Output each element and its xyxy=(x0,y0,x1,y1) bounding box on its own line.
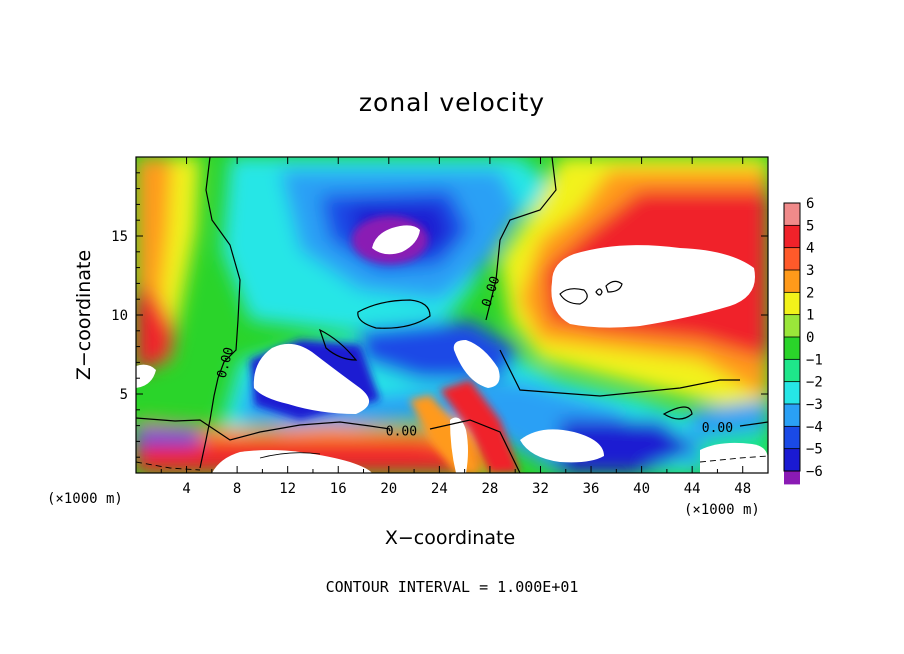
x-tick-label: 16 xyxy=(330,481,347,497)
x-axis-label: X−coordinate xyxy=(384,527,516,549)
colorbar-label: −1 xyxy=(806,352,823,368)
colorbar-label: −2 xyxy=(806,375,823,391)
colorbar-label: 3 xyxy=(806,263,814,279)
colorbar-swatch xyxy=(784,381,800,404)
colorbar-swatch xyxy=(784,337,800,360)
colorbar-swatch xyxy=(784,203,800,226)
x-tick-label: 40 xyxy=(633,481,650,497)
colorbar-swatch xyxy=(784,225,800,248)
colorbar-swatch xyxy=(784,314,800,337)
x-tick-label: 48 xyxy=(734,481,751,497)
x-axis: 4 8 12 16 20 24 28 32 36 40 44 48 xyxy=(160,157,751,497)
x-tick-label: 8 xyxy=(233,481,241,497)
colorbar-label: 4 xyxy=(806,241,814,257)
colorbar-label: 5 xyxy=(806,218,814,234)
colorbar-label: −3 xyxy=(806,397,823,413)
contour-label: 0.00 xyxy=(702,421,733,436)
colorbar-swatch xyxy=(784,426,800,449)
colorbar-label: 1 xyxy=(806,308,814,324)
contour-label: 0.00 xyxy=(386,424,417,439)
x-tick-label: 24 xyxy=(431,481,448,497)
colorbar-swatch xyxy=(784,292,800,315)
y-axis: 5 10 15 xyxy=(111,172,768,458)
contour-lines xyxy=(136,157,768,473)
colorbar-swatch xyxy=(784,471,800,485)
colorbar-swatch xyxy=(784,404,800,427)
colorbar-label: 6 xyxy=(806,196,814,212)
y-axis-label: Z−coordinate xyxy=(73,249,95,381)
y-axis-unit: (×1000 m) xyxy=(47,491,123,507)
y-tick-label: 10 xyxy=(111,308,128,324)
colorbar-label: 0 xyxy=(806,330,814,346)
x-tick-label: 32 xyxy=(532,481,549,497)
saturated-regions xyxy=(136,225,768,473)
colorbar-label: −5 xyxy=(806,442,823,458)
colorbar-swatch xyxy=(784,270,800,293)
colorbar-label: −4 xyxy=(806,419,823,435)
y-tick-label: 5 xyxy=(120,387,128,403)
x-tick-label: 4 xyxy=(182,481,190,497)
colorbar: 6 5 4 3 2 1 0 −1 −2 −3 −4 −5 −6 xyxy=(783,196,823,485)
x-tick-label: 20 xyxy=(380,481,397,497)
y-tick-label: 15 xyxy=(111,229,128,245)
velocity-field xyxy=(136,157,768,473)
colorbar-label: 2 xyxy=(806,285,814,301)
chart-title: zonal velocity xyxy=(358,88,546,117)
x-tick-label: 36 xyxy=(583,481,600,497)
contour-interval-note: CONTOUR INTERVAL = 1.000E+01 xyxy=(325,578,579,596)
x-tick-label: 44 xyxy=(684,481,701,497)
colorbar-swatch xyxy=(784,359,800,382)
x-tick-label: 12 xyxy=(279,481,296,497)
colorbar-swatch xyxy=(784,247,800,270)
x-axis-unit: (×1000 m) xyxy=(684,502,760,518)
colorbar-label: −6 xyxy=(806,464,823,480)
x-tick-label: 28 xyxy=(481,481,498,497)
colorbar-swatch xyxy=(784,448,800,471)
